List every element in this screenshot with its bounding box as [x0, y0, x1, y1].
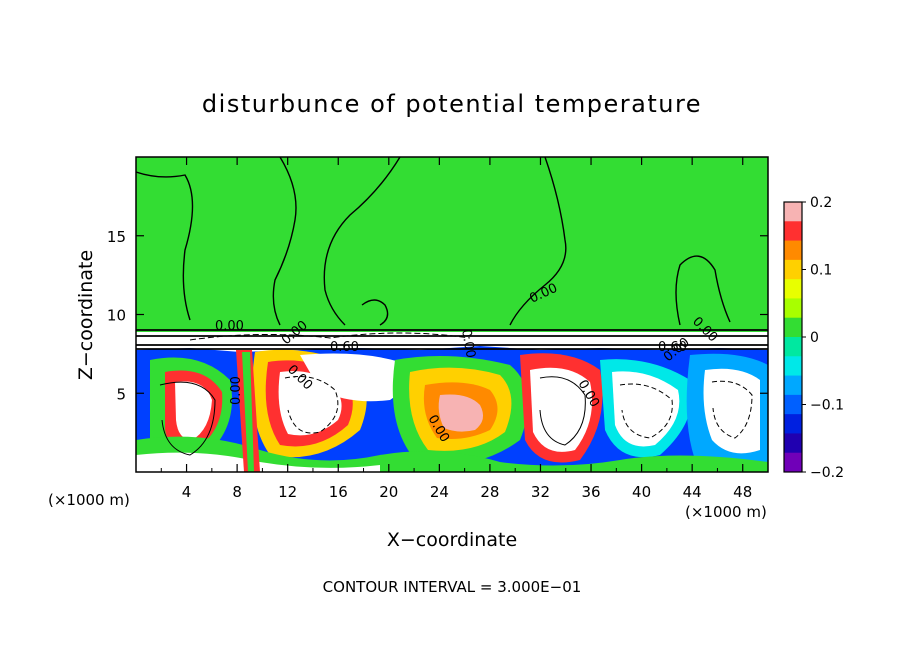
colorbar-tick-label: −0.2	[810, 465, 844, 481]
x-tick-label: 40	[632, 483, 651, 501]
colorbar-swatch	[784, 240, 802, 261]
colorbar-tick-label: 0	[810, 330, 819, 346]
x-tick-label: 16	[329, 483, 348, 501]
contour-label: 0.00	[215, 319, 244, 334]
lower-contours	[159, 332, 753, 456]
colorbar-swatch	[784, 394, 802, 415]
colorbar-swatch	[784, 298, 802, 319]
contour-label: 0.60	[330, 340, 359, 355]
contour-labels: 0.00 0.00 0.00 0.60 0.60 0.00 0.00 0.00 …	[215, 281, 720, 445]
colorbar-swatch	[784, 414, 802, 434]
colorbar-swatch	[784, 317, 802, 338]
x-tick-label: 12	[278, 483, 297, 501]
contour-label: 0.00	[229, 376, 244, 405]
y-axis: 5 10 15	[107, 228, 768, 403]
x-tick-label: 20	[379, 483, 398, 501]
x-axis: 4 8 12 16 20 24 28 32 36 40 44 48	[160, 157, 752, 501]
y-tick-label: 5	[116, 385, 126, 403]
colorbar-tick-label: −0.1	[810, 398, 844, 414]
x-unit-label: (×1000 m)	[48, 491, 130, 509]
colorbar-swatch	[784, 433, 802, 454]
contour-interval-note: CONTOUR INTERVAL = 3.000E−01	[323, 578, 582, 596]
colorbar-swatch	[784, 221, 802, 242]
colorbar-swatch	[784, 259, 802, 280]
y-axis-label: Z−coordinate	[75, 250, 97, 380]
contour-label: 0.60	[658, 340, 687, 355]
colorbar-swatch	[784, 356, 802, 377]
x-tick-label: 32	[531, 483, 550, 501]
x-tick-label: 8	[232, 483, 242, 501]
x-tick-label: 44	[683, 483, 702, 501]
colorbar: 0.2 0.1 0 −0.1 −0.2	[783, 195, 844, 481]
y-tick-label: 15	[107, 228, 126, 246]
x-tick-label: 48	[733, 483, 752, 501]
turbulent-field	[136, 346, 768, 472]
y-tick-label: 10	[107, 307, 126, 325]
colorbar-swatch	[784, 375, 802, 396]
chart-title: disturbunce of potential temperature	[202, 90, 702, 118]
plot-area	[136, 157, 768, 472]
x-unit-label-right: (×1000 m)	[685, 503, 767, 521]
colorbar-swatch	[784, 452, 802, 473]
colorbar-tick-label: 0.1	[810, 263, 832, 279]
x-tick-label: 28	[480, 483, 499, 501]
colorbar-swatch	[784, 337, 802, 357]
x-tick-label: 24	[430, 483, 449, 501]
x-axis-label: X−coordinate	[387, 529, 517, 551]
upper-contours	[136, 157, 768, 350]
contour-label: 0.00	[458, 328, 478, 359]
colorbar-swatch	[784, 202, 802, 222]
x-tick-label: 4	[182, 483, 192, 501]
colorbar-swatch	[784, 279, 802, 299]
x-tick-label: 36	[581, 483, 600, 501]
upper-field-region	[136, 157, 768, 332]
colorbar-tick-label: 0.2	[810, 195, 832, 211]
